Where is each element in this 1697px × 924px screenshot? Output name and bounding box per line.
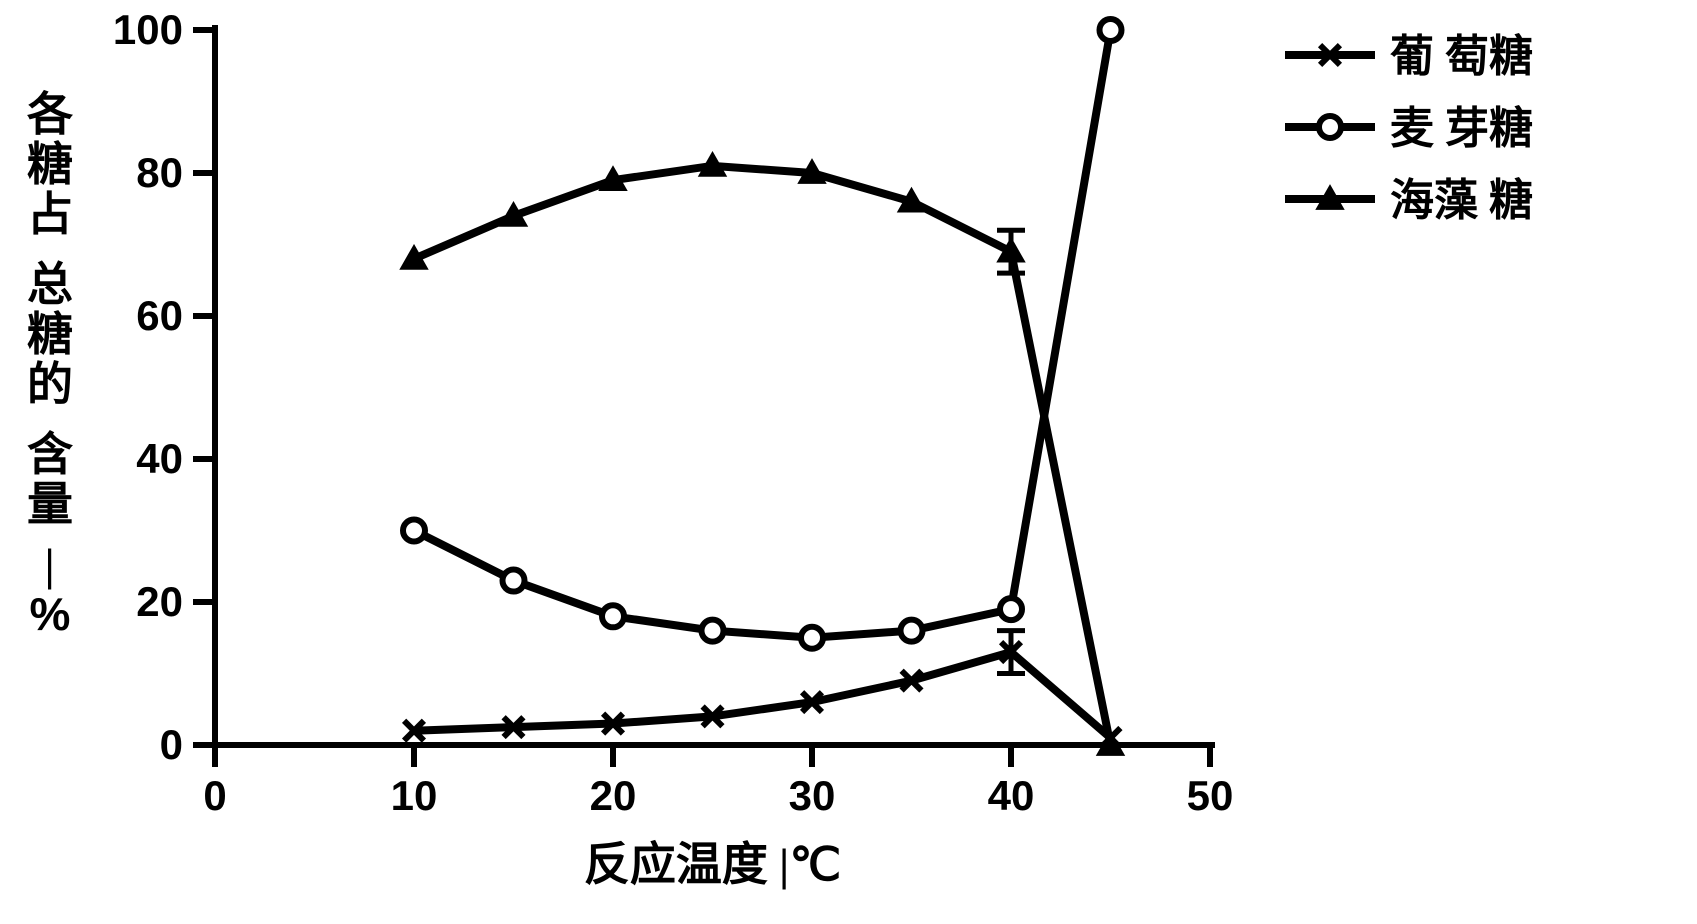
- svg-text:60: 60: [136, 292, 183, 339]
- svg-text:的: 的: [27, 359, 73, 410]
- svg-text:总: 总: [27, 259, 73, 310]
- svg-text:量: 量: [27, 479, 73, 530]
- svg-text:40: 40: [988, 772, 1035, 819]
- line-chart: 01020304050020406080100反应温度 |℃各糖占总糖的含量|%…: [0, 0, 1697, 924]
- svg-text:占: 占: [27, 189, 73, 240]
- svg-text:糖: 糖: [27, 139, 73, 190]
- svg-text:20: 20: [590, 772, 637, 819]
- svg-text:10: 10: [391, 772, 438, 819]
- svg-text:0: 0: [203, 772, 226, 819]
- svg-text:20: 20: [136, 578, 183, 625]
- svg-text:各: 各: [27, 89, 74, 140]
- svg-text:30: 30: [789, 772, 836, 819]
- chart-container: 01020304050020406080100反应温度 |℃各糖占总糖的含量|%…: [0, 0, 1697, 924]
- svg-text:0: 0: [160, 721, 183, 768]
- svg-text:糖: 糖: [27, 309, 73, 360]
- svg-text:%: %: [30, 588, 71, 640]
- svg-text:80: 80: [136, 149, 183, 196]
- svg-text:含: 含: [27, 429, 74, 480]
- svg-text:100: 100: [113, 6, 183, 53]
- svg-text:50: 50: [1187, 772, 1234, 819]
- legend-label: 麦 芽糖: [1390, 104, 1533, 153]
- svg-text:|: |: [45, 539, 55, 590]
- svg-text:反应温度 |℃: 反应温度 |℃: [584, 839, 841, 890]
- svg-text:40: 40: [136, 435, 183, 482]
- legend-label: 海藻 糖: [1390, 176, 1533, 225]
- legend-label: 葡 萄糖: [1390, 32, 1533, 81]
